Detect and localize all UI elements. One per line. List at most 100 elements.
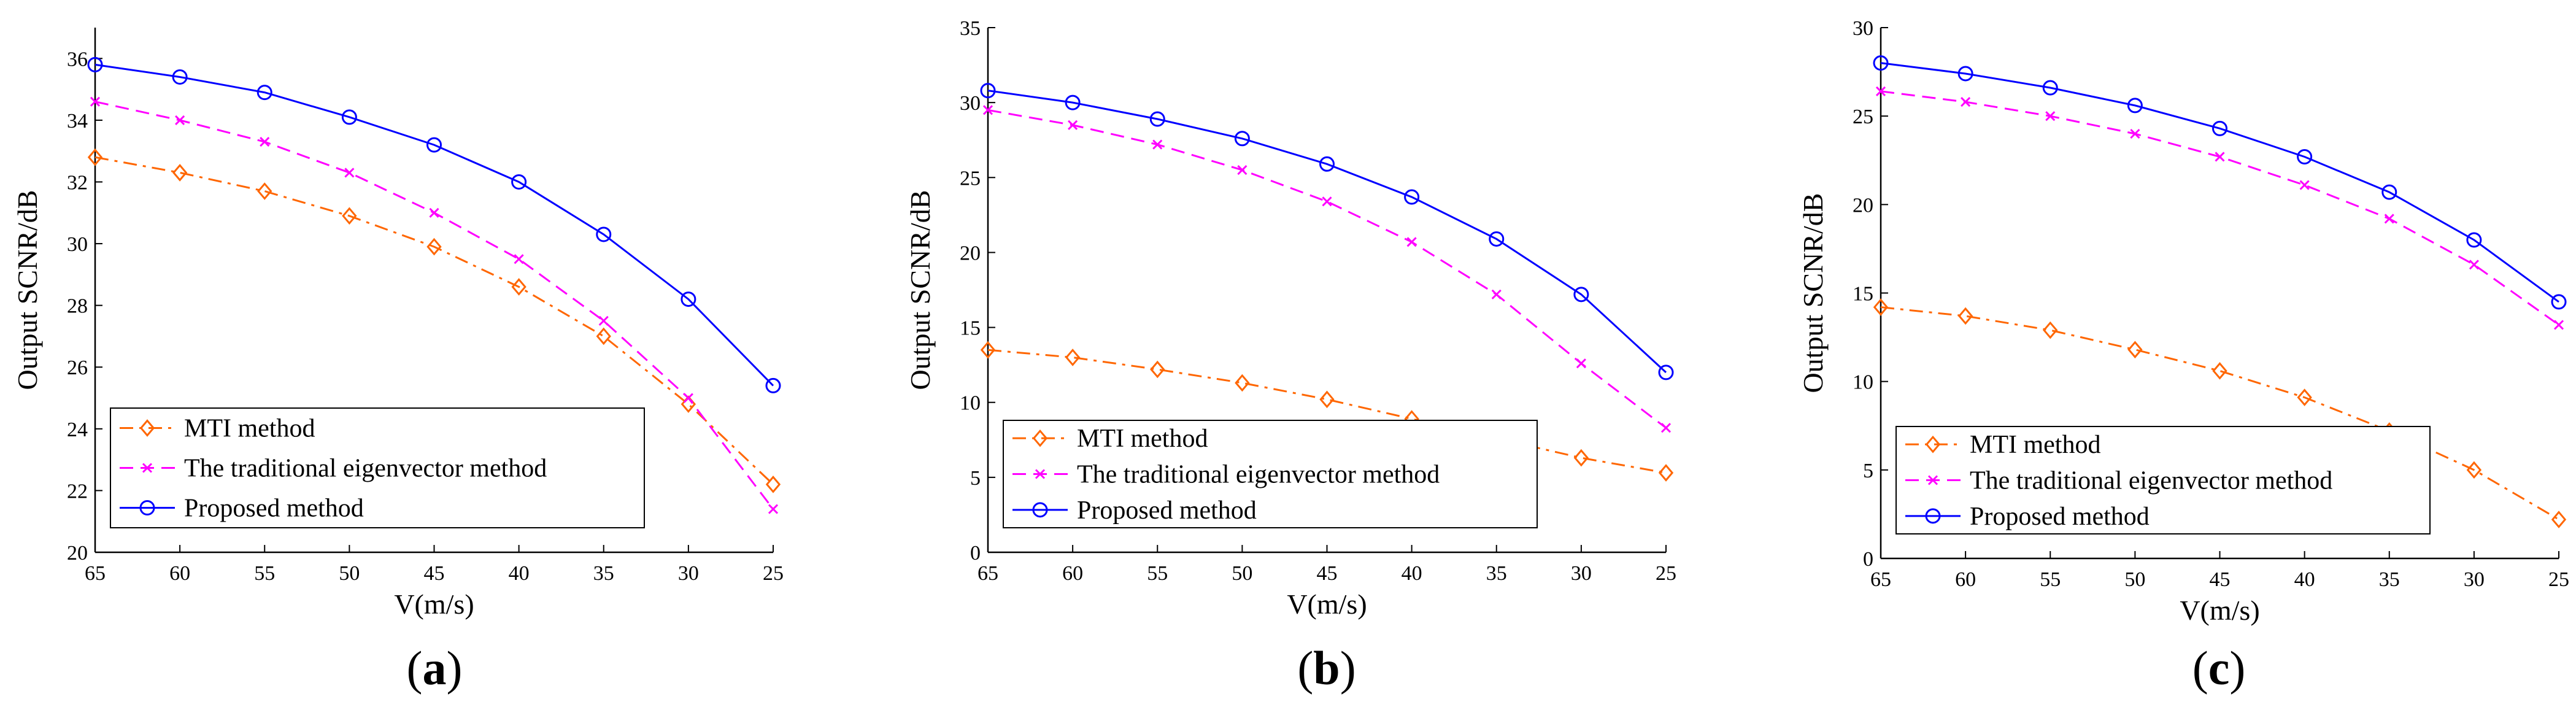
legend-label: MTI method <box>1077 425 1208 453</box>
data-point <box>1489 231 1505 247</box>
x-tick-label: 50 <box>1232 562 1252 585</box>
legend-label: The traditional eigenvector method <box>1077 461 1440 489</box>
y-tick-label: 30 <box>960 92 981 115</box>
x-tick-label: 65 <box>1870 568 1891 591</box>
x-tick-label: 25 <box>763 562 784 585</box>
series-1 <box>982 105 1672 433</box>
x-tick-label: 55 <box>1147 562 1168 585</box>
data-point <box>511 278 526 296</box>
data-point <box>2299 180 2310 190</box>
y-axis-label: Output SCNR/dB <box>12 190 43 390</box>
series-line <box>1880 90 2559 326</box>
y-tick-label: 15 <box>1853 283 1873 306</box>
data-point <box>1150 360 1165 379</box>
x-tick-label: 50 <box>339 562 360 585</box>
y-tick-label: 30 <box>1853 17 1873 40</box>
x-tick-label: 60 <box>169 562 190 585</box>
x-axis-label: V(m/s) <box>1287 588 1367 620</box>
y-tick-label: 28 <box>67 295 88 318</box>
panel-label-close: ) <box>1340 641 1356 695</box>
y-axis-label: Output SCNR/dB <box>1797 193 1829 393</box>
x-tick-label: 50 <box>2124 568 2145 591</box>
data-point <box>1658 464 1674 482</box>
panel-label-letter: c <box>2208 641 2230 695</box>
legend-box <box>1003 420 1538 528</box>
data-point <box>90 96 101 107</box>
legend-marker <box>142 463 153 473</box>
x-tick-label: 40 <box>1402 562 1422 585</box>
panel-label-open: ( <box>1297 641 1313 695</box>
legend-marker <box>1925 508 1941 524</box>
chart-panel-a: 20 22 24 26 28 30 32 34 36 65 60 55 50 45 40 35 30 25 V(m/… <box>12 28 784 695</box>
x-tick-label: 25 <box>1656 562 1676 585</box>
data-point <box>1873 298 1889 316</box>
x-tick-label: 30 <box>1571 562 1592 585</box>
legend-label: MTI method <box>1970 431 2100 459</box>
data-point <box>765 377 781 393</box>
y-tick-label: 36 <box>67 48 88 71</box>
data-point <box>2553 320 2564 330</box>
panel-label: (c) <box>2192 641 2246 695</box>
legend: MTI method The traditional eigenvector me… <box>110 407 645 528</box>
data-point <box>982 105 993 115</box>
data-point <box>426 137 442 153</box>
panel-label-close: ) <box>2229 641 2245 695</box>
data-point <box>1237 165 1248 176</box>
data-point <box>1234 131 1250 147</box>
series-1 <box>90 96 779 514</box>
legend-label: Proposed method <box>1970 503 2150 531</box>
data-point <box>2297 388 2312 406</box>
data-point <box>2127 341 2143 359</box>
data-point <box>1149 111 1165 127</box>
legend-label: The traditional eigenvector method <box>184 455 547 483</box>
series-2 <box>87 56 781 393</box>
data-point <box>596 327 611 345</box>
x-tick-label: 40 <box>509 562 530 585</box>
y-tick-label: 0 <box>1863 548 1873 571</box>
x-tick-label: 35 <box>2379 568 2400 591</box>
panel-label-open: ( <box>407 641 423 695</box>
legend-marker <box>1927 475 1938 485</box>
y-tick-label: 24 <box>67 419 88 441</box>
data-point <box>2469 260 2479 270</box>
legend-marker <box>139 419 155 437</box>
legend-box <box>1895 426 2431 534</box>
data-point <box>681 291 696 307</box>
y-tick-label: 10 <box>960 392 981 415</box>
data-point <box>426 237 442 256</box>
x-axis-label: V(m/s) <box>2180 595 2259 626</box>
y-tick-label: 22 <box>67 480 88 503</box>
panel-label-letter: b <box>1313 641 1340 695</box>
data-point <box>260 137 270 147</box>
legend-box <box>110 407 645 528</box>
series-2 <box>1873 55 2567 310</box>
x-tick-label: 30 <box>678 562 699 585</box>
series-line <box>94 156 774 485</box>
x-axis-label: V(m/s) <box>394 588 474 620</box>
y-tick-label: 5 <box>1863 460 1873 482</box>
data-point <box>1573 449 1589 467</box>
x-tick-label: 55 <box>2040 568 2061 591</box>
x-tick-label: 60 <box>1955 568 1976 591</box>
data-point <box>1873 55 1889 71</box>
panel-label: (a) <box>407 641 463 695</box>
y-tick-label: 0 <box>970 542 981 565</box>
data-point <box>1065 349 1081 366</box>
data-point <box>2130 128 2140 139</box>
y-axis-label: Output SCNR/dB <box>904 190 936 390</box>
data-point <box>2551 294 2567 310</box>
data-point <box>429 207 439 218</box>
data-point <box>980 83 996 99</box>
data-point <box>2381 184 2397 200</box>
data-point <box>768 504 779 514</box>
legend-marker <box>1035 469 1046 479</box>
data-point <box>598 315 609 326</box>
panel-label-close: ) <box>447 641 463 695</box>
data-point <box>175 115 185 125</box>
panel-label-open: ( <box>2192 641 2208 695</box>
x-tick-label: 45 <box>2210 568 2231 591</box>
data-point <box>1404 189 1420 205</box>
series-0 <box>87 148 781 493</box>
series-1 <box>1875 86 2564 330</box>
data-point <box>2297 149 2313 164</box>
